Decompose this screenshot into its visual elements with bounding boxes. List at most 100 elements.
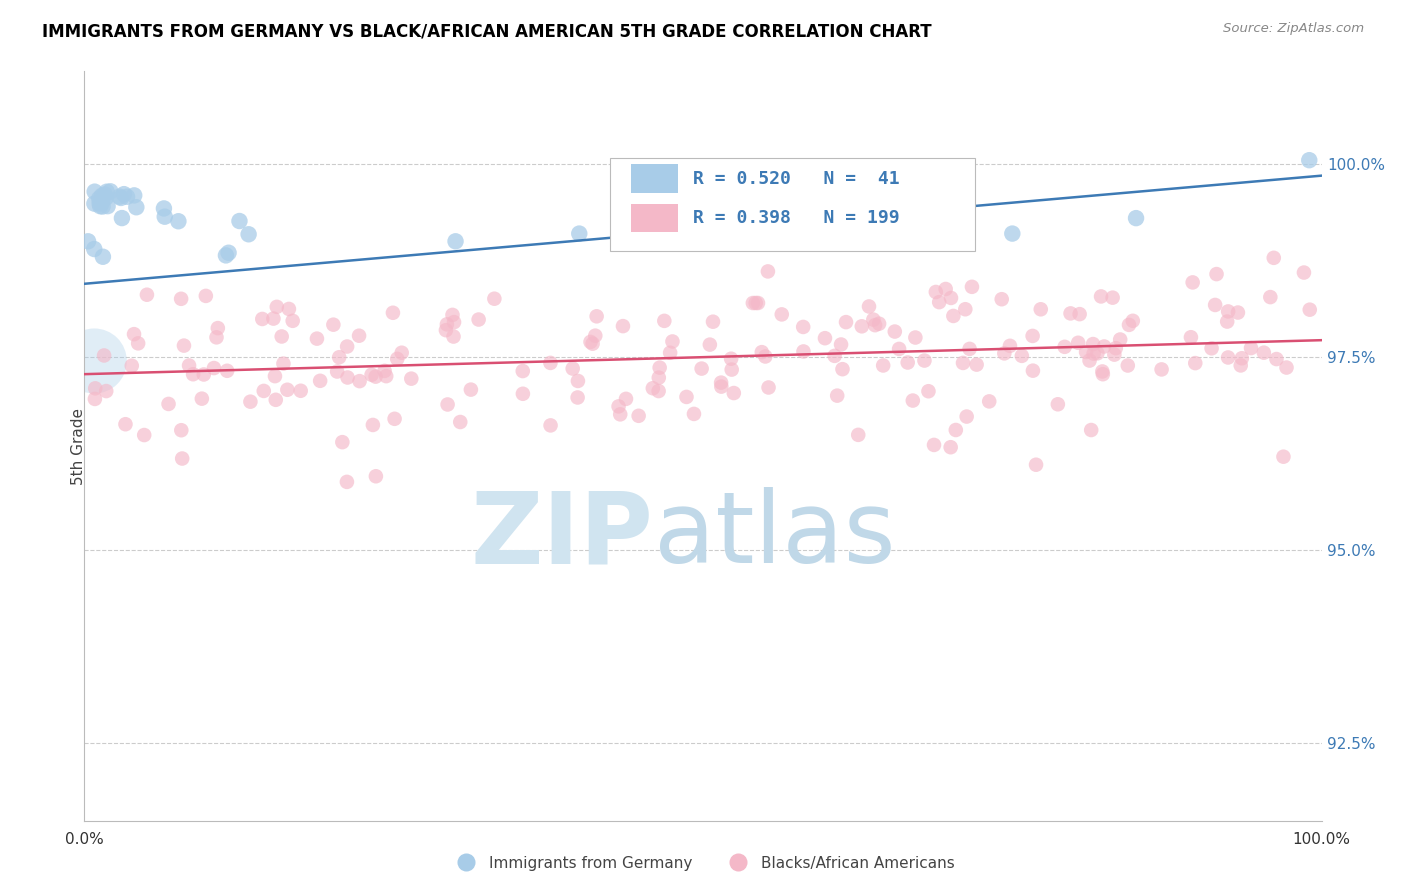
Point [336, 339, 359, 353]
Point [754, 235, 776, 249]
Point [1263, 251, 1285, 265]
Point [1260, 290, 1282, 304]
Point [364, 469, 387, 483]
Point [436, 318, 458, 332]
Point [1180, 330, 1202, 344]
Point [217, 364, 239, 378]
Point [93, 349, 115, 363]
Point [952, 356, 974, 370]
Point [110, 191, 132, 205]
Point [925, 285, 948, 299]
Point [436, 397, 458, 411]
Point [1053, 340, 1076, 354]
Point [391, 345, 413, 359]
Point [877, 235, 900, 249]
Point [614, 392, 637, 406]
Point [276, 383, 298, 397]
Point [112, 187, 135, 202]
Point [561, 361, 583, 376]
Point [897, 355, 920, 369]
Point [960, 280, 983, 294]
Point [239, 394, 262, 409]
Point [96, 384, 118, 398]
Point [990, 292, 1012, 306]
Point [1275, 360, 1298, 375]
Point [84, 381, 107, 395]
Point [1087, 346, 1109, 360]
Point [218, 245, 240, 260]
Point [122, 327, 145, 342]
Point [1104, 348, 1126, 362]
Point [581, 336, 603, 351]
Point [374, 364, 396, 378]
Point [692, 219, 714, 233]
Point [1204, 298, 1226, 312]
Point [1184, 356, 1206, 370]
Point [266, 300, 288, 314]
Point [825, 389, 848, 403]
Point [96, 185, 118, 199]
Point [538, 356, 561, 370]
Text: IMMIGRANTS FROM GERMANY VS BLACK/AFRICAN AMERICAN 5TH GRADE CORRELATION CHART: IMMIGRANTS FROM GERMANY VS BLACK/AFRICAN… [42, 22, 932, 40]
Point [607, 400, 630, 414]
Point [846, 428, 869, 442]
Y-axis label: 5th Grade: 5th Grade [72, 408, 86, 484]
FancyBboxPatch shape [631, 164, 678, 193]
Point [290, 384, 312, 398]
Point [1150, 362, 1173, 376]
Point [309, 374, 332, 388]
Point [567, 374, 589, 388]
Point [484, 292, 506, 306]
Point [94, 191, 117, 205]
Point [1218, 304, 1240, 318]
Point [336, 370, 359, 384]
Point [173, 338, 195, 352]
Point [1092, 339, 1115, 353]
Point [1216, 315, 1239, 329]
Point [111, 211, 134, 225]
Point [1083, 346, 1105, 360]
Point [661, 334, 683, 349]
Point [710, 379, 733, 393]
Point [361, 417, 384, 432]
Point [675, 390, 697, 404]
Point [364, 369, 387, 384]
Point [127, 336, 149, 351]
Point [770, 307, 793, 321]
Point [89, 199, 111, 213]
Point [322, 318, 344, 332]
Point [1029, 302, 1052, 317]
Point [434, 323, 457, 337]
Point [1090, 289, 1112, 303]
Point [945, 423, 967, 437]
Point [922, 438, 945, 452]
Point [1229, 359, 1251, 373]
Point [1069, 307, 1091, 321]
Point [914, 353, 936, 368]
Point [91, 200, 114, 214]
Point [868, 317, 890, 331]
Point [108, 189, 131, 203]
Point [831, 362, 853, 376]
Point [872, 359, 894, 373]
Point [167, 214, 190, 228]
Point [901, 393, 924, 408]
Point [824, 349, 846, 363]
Point [567, 391, 589, 405]
Point [443, 315, 465, 329]
Point [1298, 153, 1320, 168]
Point [77, 235, 100, 249]
Point [1091, 368, 1114, 382]
Point [917, 384, 939, 399]
Point [862, 312, 884, 326]
Point [326, 365, 349, 379]
Point [125, 200, 148, 214]
Point [659, 345, 682, 359]
Point [939, 291, 962, 305]
Text: atlas: atlas [654, 487, 896, 584]
Point [683, 407, 706, 421]
Point [758, 380, 780, 394]
Text: R = 0.520   N =  41: R = 0.520 N = 41 [693, 169, 900, 187]
Point [1046, 397, 1069, 411]
Point [648, 360, 671, 375]
